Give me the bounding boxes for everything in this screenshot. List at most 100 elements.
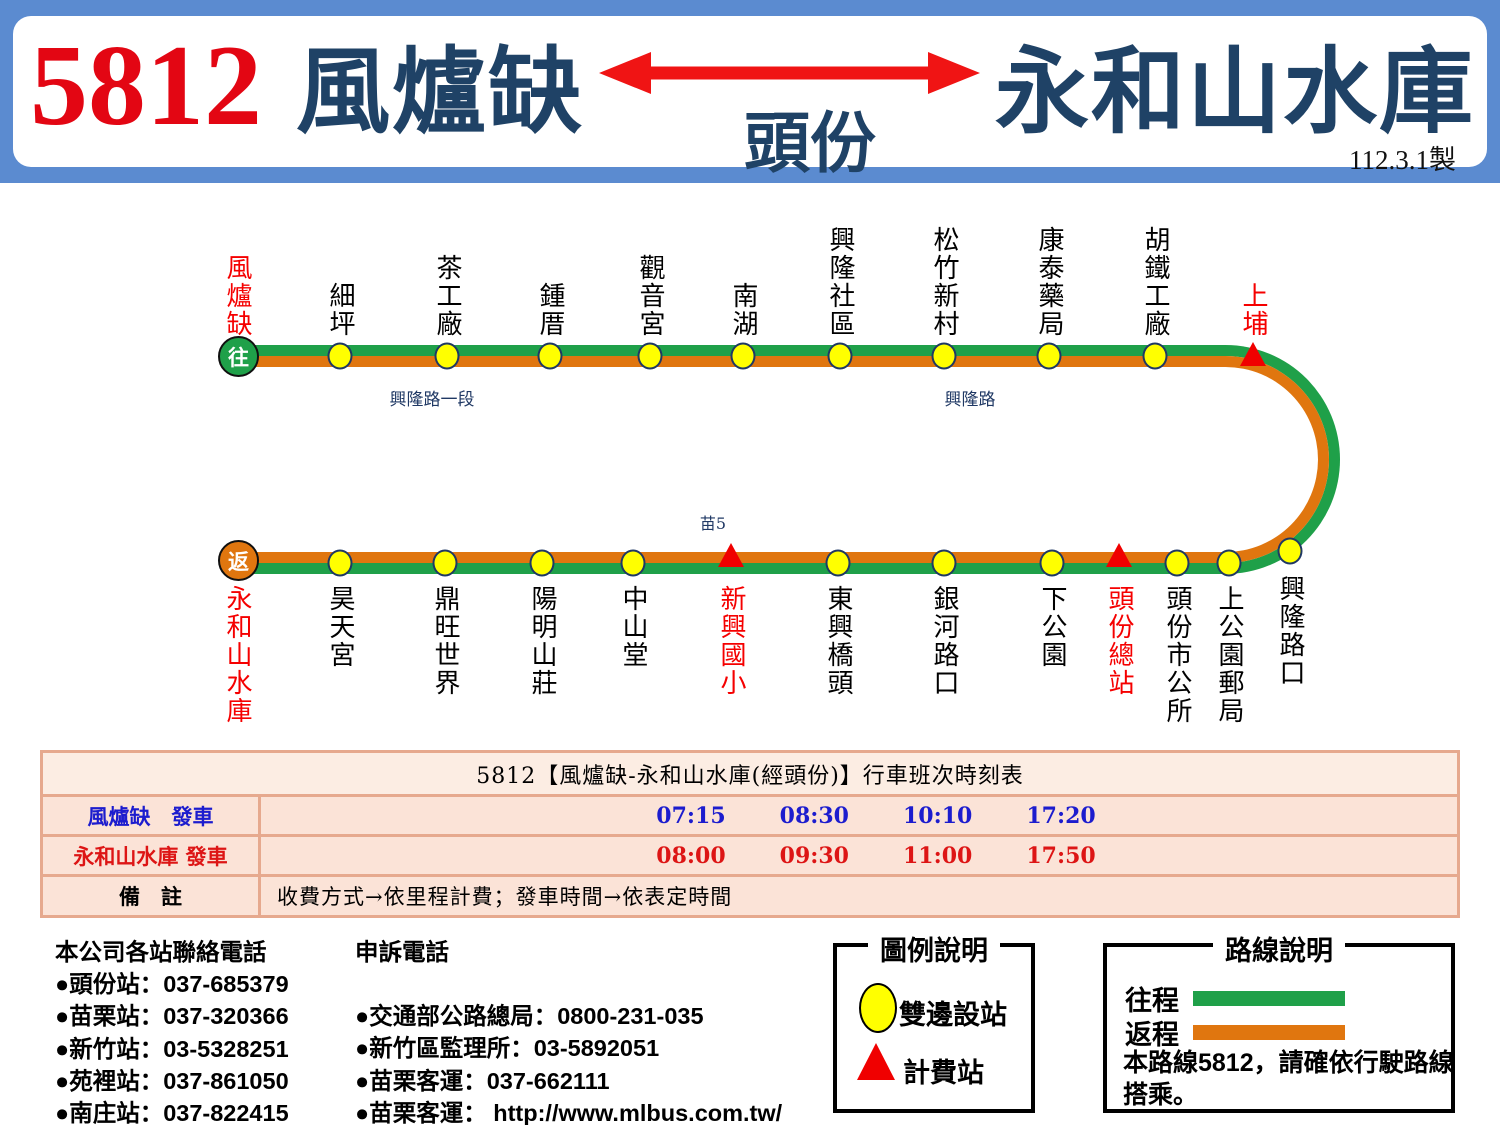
outbound-line-swatch — [1193, 991, 1345, 1006]
complaints-title: 申訴電話 — [355, 939, 449, 965]
both-side-stop-icon — [859, 983, 897, 1033]
contact-item: ●頭份站：037-685379 — [55, 971, 289, 998]
stop-marker — [825, 549, 851, 577]
station-label: 頭份市公所 — [1162, 585, 1192, 725]
departure-time: 17:20 — [1026, 802, 1096, 829]
fare-station-marker — [718, 543, 744, 567]
stop-marker — [637, 342, 663, 370]
return-badge: 返 — [218, 540, 259, 581]
route-map: 往 返 興隆路一段 興隆路 苗5 風爐缺 細坪 茶工廠 鍾厝 觀音宮 南湖 興隆… — [218, 226, 1340, 725]
double-arrow-icon — [599, 52, 980, 94]
stop-marker — [434, 342, 460, 370]
header-card — [13, 16, 1487, 167]
timetable: 5812【風爐缺-永和山水庫(經頭份)】行車班次時刻表 風爐缺 發車 07:15… — [40, 750, 1460, 918]
stop-marker — [327, 342, 353, 370]
route-info-box: 路線說明 往程 返程 本路線5812，請確依行駛路線搭乘。 — [1103, 929, 1455, 1113]
departure-time: 11:00 — [903, 842, 973, 869]
timetable-row-note: 備 註 收費方式→依里程計費；發車時間→依表定時間 — [43, 877, 1457, 915]
station-label: 鍾厝 — [535, 282, 565, 338]
timetable-row-times: 07:15 08:30 10:10 17:20 — [261, 797, 1457, 834]
stop-marker — [931, 342, 957, 370]
station-label: 中山堂 — [618, 585, 648, 669]
station-label: 興隆社區 — [825, 226, 855, 338]
road-label: 興隆路 — [944, 390, 996, 410]
stop-marker — [537, 342, 563, 370]
contact-item: ●新竹站：03-5328251 — [55, 1035, 289, 1062]
stop-marker — [620, 549, 646, 577]
station-label: 鼎旺世界 — [430, 585, 460, 697]
timetable-row-return: 永和山水庫 發車 08:00 09:30 11:00 17:50 — [43, 837, 1457, 877]
contact-item: ●南庄站：037-822415 — [55, 1100, 289, 1125]
route-number: 5812 — [30, 22, 262, 150]
stop-marker — [1164, 549, 1190, 577]
station-label: 銀河路口 — [929, 585, 959, 697]
contacts-title: 本公司各站聯絡電話 — [55, 939, 267, 965]
complaint-item: ●交通部公路總局：0800-231-035 — [355, 1003, 704, 1030]
outbound-badge: 往 — [218, 336, 259, 377]
legend-title: 圖例說明 — [868, 929, 1000, 968]
station-label: 陽明山莊 — [527, 585, 557, 697]
stop-marker — [529, 549, 555, 577]
station-label: 細坪 — [325, 282, 355, 338]
departure-time: 10:10 — [903, 802, 973, 829]
legend-box: 圖例說明 雙邊設站 計費站 — [833, 929, 1035, 1113]
outbound-leg-label: 往程 — [1125, 986, 1179, 1016]
station-label: 胡鐵工廠 — [1140, 226, 1170, 338]
departure-time: 08:00 — [656, 842, 726, 869]
station-contacts: 本公司各站聯絡電話 ●頭份站：037-685379 ●苗栗站：037-32036… — [55, 936, 289, 1125]
station-label: 頭份總站 — [1104, 585, 1134, 697]
stop-marker — [1277, 537, 1303, 565]
fare-station-label: 計費站 — [903, 1058, 984, 1088]
timetable-row-outbound: 風爐缺 發車 07:15 08:30 10:10 17:20 — [43, 797, 1457, 837]
stop-marker — [327, 549, 353, 577]
note-label: 備 註 — [43, 877, 261, 915]
return-line-swatch — [1193, 1025, 1345, 1040]
complaint-item: ●苗栗客運：037-662111 — [355, 1067, 610, 1094]
station-label: 康泰藥局 — [1034, 226, 1064, 338]
timetable-row-label: 風爐缺 發車 — [43, 797, 261, 834]
station-label: 上埔 — [1238, 282, 1268, 338]
station-label: 松竹新村 — [929, 226, 959, 338]
departure-time: 17:50 — [1026, 842, 1096, 869]
route-info-title: 路線說明 — [1213, 929, 1345, 968]
station-label: 觀音宮 — [635, 254, 665, 338]
departure-time: 09:30 — [779, 842, 849, 869]
station-label: 新興國小 — [716, 585, 746, 697]
station-label: 茶工廠 — [432, 254, 462, 338]
station-label: 南湖 — [728, 282, 758, 338]
stop-marker — [432, 549, 458, 577]
station-label: 上公園郵局 — [1214, 585, 1244, 725]
complaint-item: ●苗栗客運： http://www.mlbus.com.tw/ — [355, 1099, 783, 1125]
contact-item: ●苑裡站：037-861050 — [55, 1067, 289, 1094]
station-label: 東興橋頭 — [823, 585, 853, 697]
fare-station-marker — [1106, 543, 1132, 567]
road-label: 苗5 — [699, 514, 727, 533]
header-banner: 5812 風爐缺 頭份 永和山水庫 112.3.1製 — [0, 0, 1500, 183]
contact-item: ●苗栗站：037-320366 — [55, 1003, 289, 1030]
stop-marker — [730, 342, 756, 370]
stop-marker — [1036, 342, 1062, 370]
station-label: 興隆路口 — [1275, 575, 1305, 687]
outbound-route-line — [237, 345, 1340, 574]
departure-time: 07:15 — [656, 802, 726, 829]
station-label: 永和山水庫 — [222, 585, 252, 725]
stop-marker — [1142, 342, 1168, 370]
return-leg-label: 返程 — [1125, 1020, 1179, 1050]
note-text: 收費方式→依里程計費；發車時間→依表定時間 — [277, 885, 733, 909]
stop-marker — [1039, 549, 1065, 577]
station-label: 風爐缺 — [222, 254, 252, 338]
timetable-title: 5812【風爐缺-永和山水庫(經頭份)】行車班次時刻表 — [43, 753, 1457, 797]
station-label: 昊天宮 — [325, 585, 355, 669]
both-side-stop-label: 雙邊設站 — [899, 1000, 1007, 1030]
terminal-left-title: 風爐缺 — [296, 39, 585, 144]
complaint-item: ●新竹區監理所：03-5892051 — [355, 1035, 660, 1062]
timetable-row-label: 永和山水庫 發車 — [43, 837, 261, 874]
stop-marker — [1216, 549, 1242, 577]
return-route-line — [237, 356, 1329, 563]
fare-station-icon — [857, 1043, 895, 1080]
issue-date: 112.3.1製 — [1349, 145, 1456, 175]
via-label: 頭份 — [744, 106, 876, 180]
route-info-note: 本路線5812，請確依行駛路線搭乘。 — [1123, 1049, 1454, 1109]
terminal-right-title: 永和山水庫 — [995, 39, 1476, 144]
